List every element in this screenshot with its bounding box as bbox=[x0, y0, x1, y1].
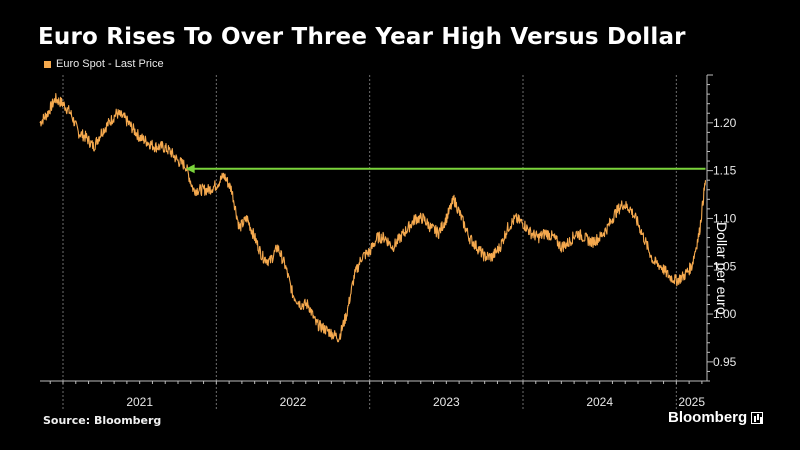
y-tick-label: 1.05 bbox=[713, 259, 737, 273]
x-tick-label: 2025 bbox=[678, 395, 705, 409]
chart-title: Euro Rises To Over Three Year High Versu… bbox=[38, 24, 686, 50]
y-tick-label: 1.15 bbox=[713, 164, 737, 178]
x-tick-label: 2021 bbox=[126, 395, 153, 409]
grid-lines bbox=[62, 75, 677, 409]
y-tick-label: 1.00 bbox=[713, 307, 737, 321]
x-tick-label: 2022 bbox=[280, 395, 307, 409]
y-tick-label: 1.20 bbox=[713, 116, 737, 130]
legend: Euro Spot - Last Price bbox=[44, 58, 164, 70]
x-tick-label: 2024 bbox=[586, 395, 613, 409]
y-tick-label: 1.10 bbox=[713, 211, 737, 225]
x-tick-label: 2023 bbox=[433, 395, 460, 409]
brand-name: Bloomberg bbox=[668, 409, 748, 426]
legend-label: Euro Spot - Last Price bbox=[56, 58, 164, 70]
legend-swatch bbox=[44, 60, 51, 68]
source-note: Source: Bloomberg bbox=[43, 414, 162, 427]
y-axis-ticks: 0.95 1.00 1.05 1.10 1.15 1.20 bbox=[707, 74, 737, 382]
highlight-arrow-head bbox=[185, 164, 195, 174]
euro-spot-line bbox=[39, 93, 707, 343]
y-tick-label: 0.95 bbox=[713, 355, 737, 369]
bloomberg-logo: Bloomberg bbox=[668, 409, 764, 426]
x-axis-ticks: 2021 2022 2023 2024 2025 bbox=[49, 381, 705, 409]
series-layer bbox=[39, 93, 707, 343]
y-axis-label: Dollar per euro bbox=[714, 222, 730, 315]
annotation-layer bbox=[185, 164, 706, 174]
bloomberg-chart-icon bbox=[751, 411, 764, 424]
